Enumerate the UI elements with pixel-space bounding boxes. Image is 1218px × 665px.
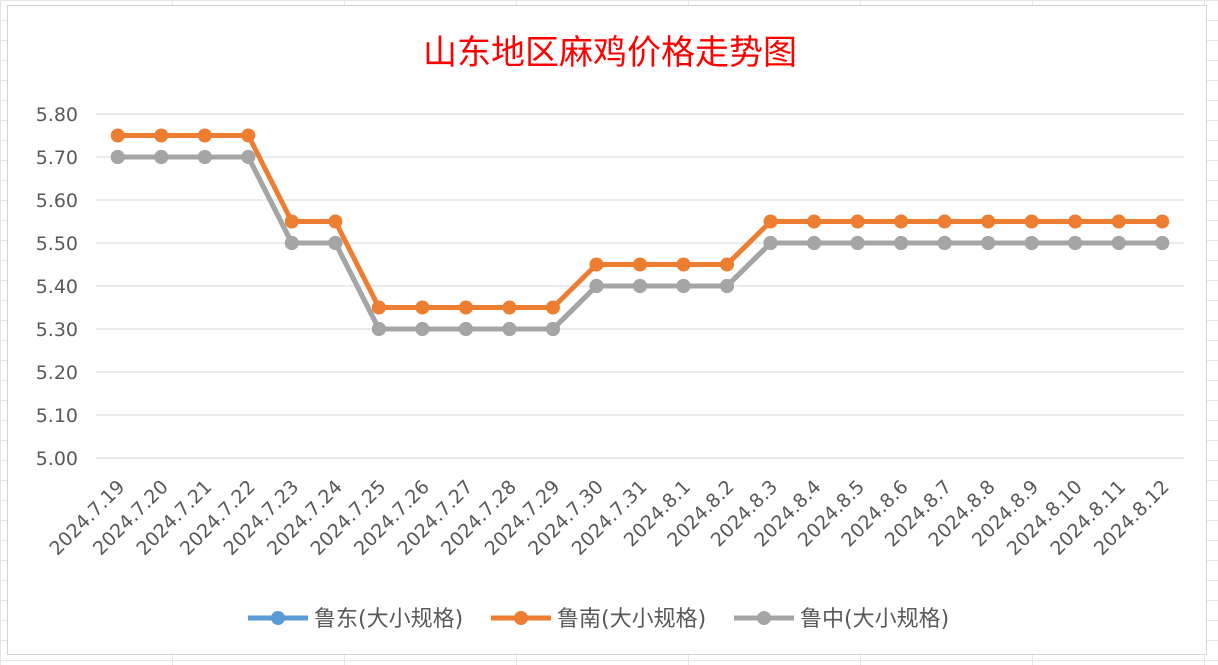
- y-tick-label: 5.10: [36, 405, 78, 427]
- data-point: [807, 236, 822, 250]
- y-tick-label: 5.00: [36, 448, 78, 470]
- series-group: [110, 128, 1170, 336]
- data-point: [850, 236, 865, 250]
- chart-area[interactable]: 山东地区麻鸡价格走势图 5.80 5.70 5.60 5.50 5.40 5.30 5.20…: [7, 5, 1207, 655]
- data-point: [371, 322, 386, 336]
- legend-item: 鲁中(大小规格): [734, 607, 949, 632]
- legend-label: 鲁中(大小规格): [800, 607, 949, 632]
- gridlines: [96, 113, 1184, 459]
- y-tick-label: 5.30: [36, 319, 78, 341]
- data-point: [676, 279, 691, 293]
- data-point: [545, 322, 560, 336]
- y-tick-label: 5.60: [36, 190, 78, 212]
- data-point: [328, 236, 343, 250]
- data-point: [894, 214, 909, 229]
- data-point: [981, 214, 996, 229]
- data-point: [241, 128, 256, 143]
- data-point: [1068, 236, 1083, 250]
- data-point: [284, 214, 299, 229]
- data-point: [110, 150, 125, 164]
- data-point: [458, 322, 473, 336]
- legend-item: 鲁南(大小规格): [491, 607, 706, 632]
- data-point: [415, 300, 430, 315]
- data-point: [633, 257, 647, 272]
- data-point: [894, 236, 909, 250]
- legend-marker: [514, 611, 528, 625]
- data-point: [197, 150, 212, 164]
- data-point: [720, 279, 735, 293]
- data-point: [197, 128, 212, 143]
- legend-label: 鲁东(大小规格): [314, 607, 463, 632]
- data-point: [154, 128, 169, 143]
- data-point: [415, 322, 430, 336]
- chart-title: 山东地区麻鸡价格走势图: [423, 33, 797, 73]
- data-point: [284, 236, 299, 250]
- data-point: [371, 300, 386, 315]
- data-point: [1155, 214, 1170, 229]
- data-point: [676, 257, 691, 272]
- y-tick-label: 5.50: [36, 233, 78, 255]
- data-point: [502, 300, 517, 315]
- data-point: [850, 214, 865, 229]
- series-3: [110, 150, 1170, 336]
- data-point: [763, 214, 778, 229]
- legend-marker: [271, 611, 285, 625]
- data-point: [633, 279, 647, 293]
- y-axis-ticks: 5.80 5.70 5.60 5.50 5.40 5.30 5.20 5.10 5.00: [36, 104, 78, 470]
- y-tick-label: 5.20: [36, 362, 78, 384]
- data-point: [589, 257, 604, 272]
- y-tick-label: 5.70: [36, 147, 78, 169]
- data-point: [328, 214, 343, 229]
- legend-item: 鲁东(大小规格): [248, 607, 463, 632]
- legend-label: 鲁南(大小规格): [557, 607, 706, 632]
- line-chart: 山东地区麻鸡价格走势图 5.80 5.70 5.60 5.50 5.40 5.30 5.20…: [36, 33, 1184, 632]
- data-point: [154, 150, 169, 164]
- data-point: [763, 236, 778, 250]
- data-point: [1111, 214, 1126, 229]
- y-tick-label: 5.80: [36, 104, 78, 126]
- data-point: [110, 128, 125, 143]
- data-point: [545, 300, 560, 315]
- data-point: [937, 236, 952, 250]
- data-point: [807, 214, 822, 229]
- data-point: [502, 322, 517, 336]
- data-point: [1024, 236, 1039, 250]
- data-point: [1111, 236, 1126, 250]
- data-point: [458, 300, 473, 315]
- data-point: [1155, 236, 1170, 250]
- data-point: [981, 236, 996, 250]
- data-point: [1024, 214, 1039, 229]
- legend-marker: [757, 611, 771, 625]
- series-2: [110, 128, 1170, 315]
- data-point: [1068, 214, 1083, 229]
- data-point: [241, 150, 256, 164]
- y-tick-label: 5.40: [36, 276, 78, 298]
- data-point: [937, 214, 952, 229]
- legend: 鲁东(大小规格) 鲁南(大小规格) 鲁中(大小规格): [248, 607, 949, 632]
- x-axis-ticks: 2024.7.192024.7.202024.7.212024.7.222024…: [45, 476, 1173, 560]
- data-point: [589, 279, 604, 293]
- data-point: [720, 257, 735, 272]
